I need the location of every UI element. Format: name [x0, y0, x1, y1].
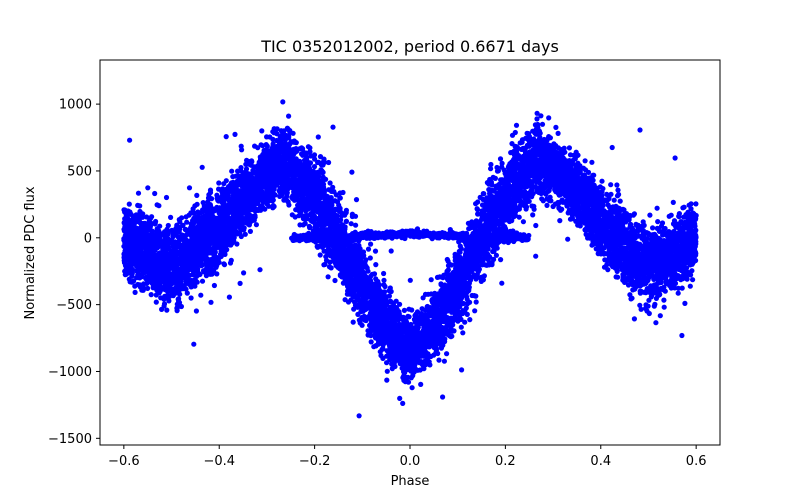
data-point: [534, 110, 540, 116]
data-point: [387, 285, 393, 291]
data-point: [488, 166, 494, 172]
data-point: [617, 198, 623, 204]
data-point: [693, 201, 699, 207]
data-point: [186, 212, 192, 218]
chart-title: TIC 0352012002, period 0.6671 days: [260, 37, 559, 56]
data-point: [405, 379, 412, 385]
data-point: [409, 307, 415, 313]
data-point: [497, 156, 504, 162]
data-point: [247, 228, 253, 234]
data-point: [681, 204, 687, 210]
data-point: [216, 180, 222, 186]
data-point: [661, 304, 667, 310]
data-point: [608, 182, 614, 188]
data-point: [179, 215, 185, 221]
data-point: [433, 350, 439, 356]
data-point: [589, 159, 595, 165]
data-point: [648, 236, 655, 242]
data-point: [188, 295, 194, 301]
data-point: [352, 213, 359, 219]
data-point: [198, 292, 204, 298]
data-point: [538, 113, 544, 119]
data-point: [253, 222, 259, 228]
data-point: [326, 159, 332, 166]
data-point: [238, 165, 244, 171]
data-point: [286, 113, 292, 119]
data-point: [135, 202, 141, 208]
data-point: [365, 246, 372, 252]
data-point: [365, 332, 371, 338]
data-point: [493, 252, 499, 258]
data-point: [659, 220, 666, 226]
data-point: [546, 115, 552, 121]
data-point: [141, 281, 147, 287]
data-points: [121, 99, 699, 419]
data-point: [574, 153, 580, 159]
data-point: [534, 116, 540, 122]
data-point: [264, 134, 270, 140]
data-point: [348, 221, 354, 227]
data-point: [638, 306, 644, 312]
data-point: [229, 168, 235, 174]
data-point: [499, 160, 505, 166]
data-point: [566, 145, 573, 151]
data-point: [126, 201, 132, 207]
data-point: [159, 306, 165, 312]
data-point: [651, 303, 657, 309]
data-point: [327, 180, 333, 186]
data-point: [195, 209, 201, 215]
data-point: [436, 357, 442, 363]
data-point: [427, 362, 433, 368]
data-point: [164, 307, 170, 313]
data-point: [401, 307, 407, 313]
data-point: [211, 282, 217, 289]
data-point: [258, 142, 264, 148]
data-point: [153, 299, 159, 305]
data-point: [184, 219, 190, 225]
data-point: [367, 255, 373, 261]
